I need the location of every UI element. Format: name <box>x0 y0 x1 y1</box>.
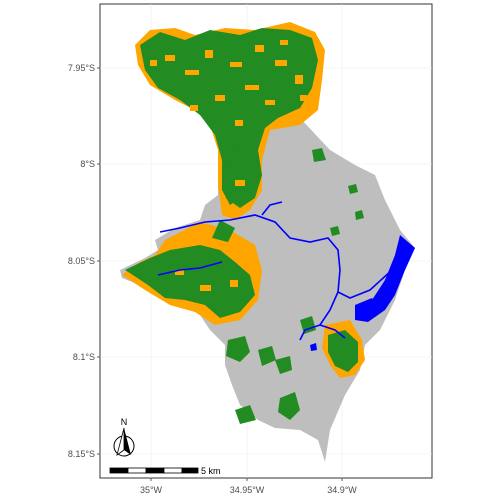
y-tick-label: 7.95°S <box>68 63 95 73</box>
water-bodies <box>310 235 415 351</box>
axis-ticks <box>97 67 343 481</box>
y-tick-label: 8.15°S <box>68 449 95 459</box>
y-tick-label: 8.1°S <box>73 352 95 362</box>
x-tick-label: 35°W <box>140 485 163 495</box>
north-arrow-label: N <box>121 417 128 427</box>
y-tick-label: 8°S <box>80 159 95 169</box>
forest-patches <box>125 28 364 424</box>
scale-bar-label: 5 km <box>201 466 221 476</box>
agriculture-speckles <box>150 40 307 291</box>
y-tick-label: 8.05°S <box>68 256 95 266</box>
north-arrow-icon <box>113 427 135 457</box>
scale-bar <box>109 467 199 474</box>
x-tick-label: 34.9°W <box>327 485 357 495</box>
river-network <box>157 201 401 341</box>
x-tick-label: 34.95°W <box>230 485 265 495</box>
